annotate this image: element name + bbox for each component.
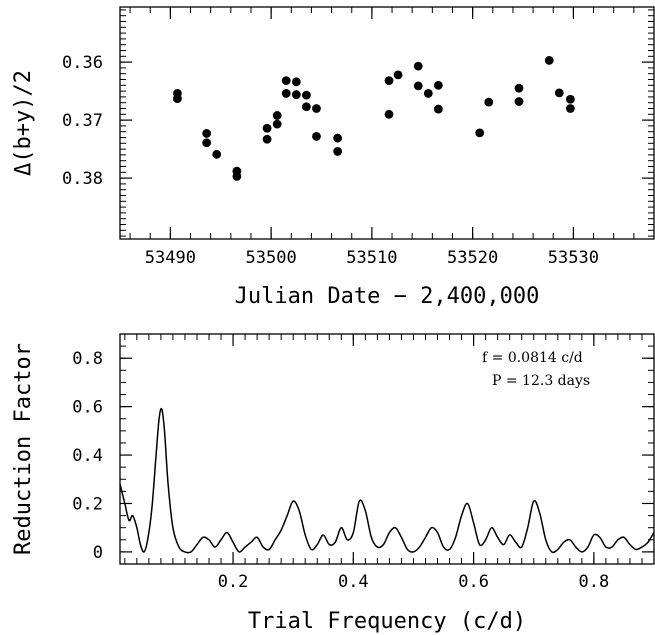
top-plot-frame <box>119 6 655 240</box>
data-point <box>173 94 182 104</box>
data-point <box>301 102 311 112</box>
top-scatter-panel: 53490 53500 53510 53520 53530 0.36 0.37 0.38 J… <box>11 6 655 309</box>
bottom-x-tick-label: 0.2 <box>218 572 249 592</box>
top-x-tick-labels: 53490 53500 53510 53520 53530 <box>145 248 599 268</box>
top-x-axis-label: Julian Date − 2,400,000 <box>235 284 540 309</box>
data-point <box>333 133 343 143</box>
data-point <box>301 90 311 100</box>
top-x-tick-label: 53510 <box>346 248 397 268</box>
top-data-points <box>173 55 575 181</box>
data-point <box>433 80 443 90</box>
data-point <box>433 104 443 114</box>
data-point <box>312 104 321 113</box>
data-point <box>514 83 524 93</box>
data-point <box>262 134 272 144</box>
data-point <box>475 128 485 138</box>
top-y-tick-label: 0.36 <box>62 53 103 73</box>
data-point <box>484 97 494 107</box>
bottom-y-tick-labels: 0 0.2 0.4 0.6 0.8 <box>72 349 103 563</box>
data-point <box>202 129 212 138</box>
top-x-tick-label: 53520 <box>447 248 498 268</box>
bottom-major-ticks <box>120 334 654 564</box>
data-point <box>413 61 423 71</box>
data-point <box>281 89 291 98</box>
top-major-ticks <box>120 7 654 239</box>
top-minor-ticks <box>120 7 654 239</box>
data-point <box>565 94 575 104</box>
top-x-tick-label: 53490 <box>145 248 196 268</box>
data-point <box>262 123 272 133</box>
data-point <box>291 77 301 87</box>
data-point <box>202 138 212 148</box>
bottom-y-tick-label: 0.6 <box>72 398 103 418</box>
data-point <box>393 70 403 80</box>
data-point <box>281 76 291 86</box>
data-point <box>272 111 282 120</box>
bottom-minor-ticks <box>120 333 655 565</box>
data-point <box>565 104 575 113</box>
data-point <box>384 109 394 119</box>
top-y-tick-label: 0.38 <box>62 169 103 189</box>
frequency-annotation: f = 0.0814 c/d <box>482 350 583 366</box>
top-y-axis-label: Δ(b+y)/2 <box>11 70 36 176</box>
bottom-x-tick-label: 0.8 <box>579 572 610 592</box>
bottom-x-tick-label: 0.6 <box>458 572 489 592</box>
data-point <box>554 88 564 98</box>
reduction-factor-line <box>119 407 655 554</box>
bottom-y-axis-label: Reduction Factor <box>11 343 36 555</box>
data-point <box>212 149 222 159</box>
data-point <box>291 90 301 99</box>
bottom-x-tick-label: 0.4 <box>338 572 369 592</box>
data-point <box>333 147 343 156</box>
bottom-x-axis-label: Trial Frequency (c/d) <box>248 609 526 634</box>
data-point <box>413 81 423 91</box>
top-x-tick-label: 53530 <box>548 248 599 268</box>
top-y-tick-labels: 0.36 0.37 0.38 <box>62 53 103 189</box>
data-point <box>514 97 524 106</box>
bottom-y-tick-label: 0.2 <box>72 494 103 514</box>
top-x-tick-label: 53500 <box>246 248 297 268</box>
bottom-periodogram-panel: 0.2 0.4 0.6 0.8 0 0.2 0.4 0.6 0.8 f = 0.0814 c/… <box>11 333 655 634</box>
bottom-x-tick-labels: 0.2 0.4 0.6 0.8 <box>218 572 610 592</box>
period-annotation: P = 12.3 days <box>492 373 590 389</box>
top-y-tick-label: 0.37 <box>62 111 103 131</box>
data-point <box>272 119 282 129</box>
bottom-plot-frame <box>119 333 655 565</box>
bottom-y-tick-label: 0 <box>93 543 103 563</box>
bottom-y-tick-label: 0.8 <box>72 349 103 369</box>
bottom-y-tick-label: 0.4 <box>72 446 103 466</box>
data-point <box>544 55 554 65</box>
data-point <box>232 171 242 181</box>
data-point <box>423 89 433 98</box>
data-point <box>384 76 394 86</box>
data-point <box>312 131 321 141</box>
